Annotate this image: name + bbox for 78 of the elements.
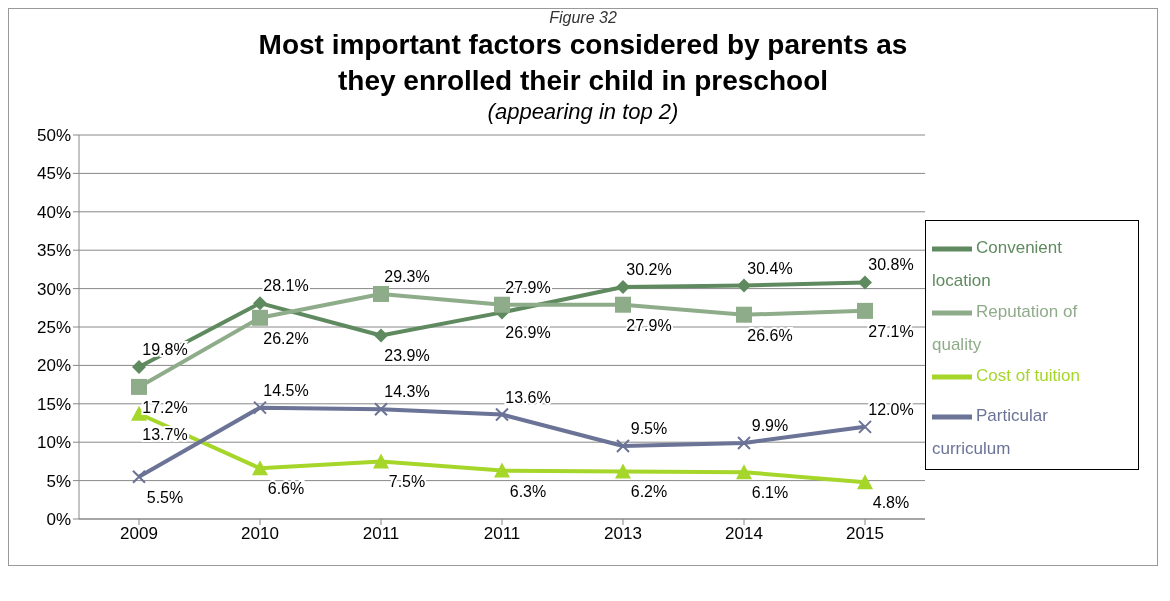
legend-label: Convenient location <box>932 238 1063 290</box>
point <box>374 328 388 343</box>
point <box>858 419 872 434</box>
caption: Figure 32 <box>548 9 618 27</box>
data-label: 6.1% <box>751 484 789 502</box>
y-tick-label: 45% <box>36 164 71 184</box>
data-label: 6.3% <box>509 482 547 500</box>
point <box>132 359 146 374</box>
point <box>374 402 388 417</box>
point <box>373 285 389 302</box>
point <box>373 453 389 469</box>
x-tick-label: 2011 <box>362 524 400 544</box>
y-tick-label: 50% <box>36 126 71 146</box>
y-tick-label: 40% <box>36 202 71 222</box>
point <box>857 474 873 490</box>
y-tick-label: 15% <box>36 394 71 414</box>
data-label: 30.2% <box>626 261 672 279</box>
data-label: 6.6% <box>267 480 305 498</box>
chart-subtitle: (appearing in top 2) <box>486 99 680 125</box>
legend-label: Reputation of quality <box>932 302 1078 354</box>
data-label: 6.2% <box>630 483 668 501</box>
y-tick-label: 30% <box>36 279 71 299</box>
data-label: 27.9% <box>626 316 672 334</box>
point <box>494 296 510 313</box>
data-label: 26.2% <box>263 329 309 347</box>
data-label: 30.8% <box>868 256 914 274</box>
data-label: 5.5% <box>146 488 184 506</box>
data-label: 13.6% <box>505 388 551 406</box>
data-label: 30.4% <box>747 259 793 277</box>
point <box>615 463 631 479</box>
point <box>252 309 268 326</box>
data-label: 26.6% <box>747 326 793 344</box>
legend-label: Particular curriculum <box>932 406 1048 458</box>
point <box>252 460 268 476</box>
y-tick-label: 0% <box>46 510 71 530</box>
data-label: 12.0% <box>868 400 914 418</box>
point <box>737 278 751 293</box>
point <box>857 302 873 319</box>
point <box>616 280 630 295</box>
data-label: 29.3% <box>384 267 430 285</box>
point <box>253 296 267 311</box>
x-tick-label: 2011 <box>483 524 521 544</box>
point <box>615 296 631 313</box>
data-label: 27.9% <box>505 278 551 296</box>
point <box>253 400 267 415</box>
data-label: 23.9% <box>384 347 430 365</box>
point <box>494 462 510 478</box>
point <box>737 435 751 450</box>
y-tick-label: 5% <box>46 471 71 491</box>
chart-title: Most important factors considered by parents as they enrolled their child in preschool <box>257 28 909 98</box>
x-tick-label: 2013 <box>604 524 642 544</box>
point <box>495 407 509 422</box>
x-tick-label: 2010 <box>241 524 279 544</box>
data-label: 4.8% <box>872 494 910 512</box>
point <box>131 378 147 395</box>
legend-label: Cost of tuition <box>976 366 1080 386</box>
data-label: 27.1% <box>868 322 914 340</box>
x-tick-label: 2015 <box>846 524 884 544</box>
data-label: 17.2% <box>142 398 188 416</box>
point <box>858 275 872 290</box>
point <box>736 306 752 323</box>
x-tick-label: 2014 <box>725 524 763 544</box>
y-tick-label: 25% <box>36 318 71 338</box>
point <box>736 464 752 480</box>
point <box>132 469 146 484</box>
y-tick-label: 10% <box>36 433 71 453</box>
y-tick-label: 20% <box>36 356 71 376</box>
data-label: 14.3% <box>384 383 430 401</box>
data-label: 28.1% <box>263 277 309 295</box>
data-label: 9.9% <box>751 416 789 434</box>
y-tick-label: 35% <box>36 241 71 261</box>
point <box>616 439 630 454</box>
data-label: 7.5% <box>388 473 426 491</box>
x-tick-label: 2009 <box>120 524 158 544</box>
data-label: 13.7% <box>142 425 188 443</box>
data-label: 9.5% <box>630 420 668 438</box>
data-label: 14.5% <box>263 381 309 399</box>
data-label: 26.9% <box>505 324 551 342</box>
